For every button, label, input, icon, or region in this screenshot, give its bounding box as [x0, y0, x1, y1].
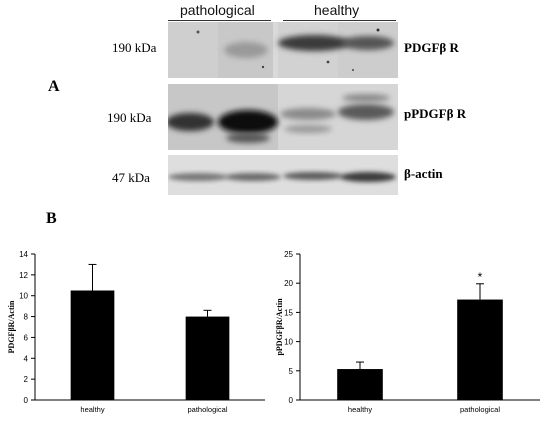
y-tick-label: 12 [19, 271, 28, 280]
western-blot-row-3 [168, 155, 398, 195]
y-tick-label: 14 [19, 250, 28, 259]
y-axis-label: PDGFβR/Actin [7, 300, 16, 353]
y-tick-label: 4 [24, 354, 29, 363]
band-row2-lane1 [168, 113, 214, 131]
band-row1-lane2 [224, 42, 268, 58]
protein-label-row-1: PDGFβ R [404, 40, 459, 55]
y-tick-label: 5 [289, 367, 294, 376]
western-blot-row-2 [168, 84, 398, 150]
band-row1-lane4 [342, 36, 394, 50]
group-underline-pathological [168, 20, 271, 21]
x-category-label: healthy [80, 405, 104, 414]
x-category-label: pathological [460, 405, 500, 414]
bar-chart-right: 0 5 10 15 20 25 pPDGFβR/Actin healthy pathologic… [275, 250, 540, 414]
band-row1-lane3 [278, 35, 350, 51]
bar-healthy [337, 369, 383, 400]
significance-asterisk: * [478, 270, 483, 284]
protein-label-row-3: β-actin [404, 166, 443, 181]
y-tick-label: 15 [284, 308, 293, 317]
bar-chart-left: 0 2 4 6 8 10 12 14 PDGFβR/Actin healthy pathologic… [7, 250, 265, 414]
y-tick-label: 10 [19, 292, 28, 301]
band-row3-lane1 [168, 173, 228, 181]
band-row3-lane2 [225, 173, 281, 181]
panel-b-label: B [46, 210, 57, 227]
group-label-pathological: pathological [180, 2, 255, 18]
x-category-label: pathological [187, 405, 227, 414]
kda-label-row-3: 47 kDa [112, 170, 150, 185]
y-tick-label: 25 [284, 250, 293, 259]
y-tick-label: 8 [24, 313, 29, 322]
y-tick-label: 20 [284, 279, 293, 288]
band-row3-lane4 [340, 172, 396, 182]
x-category-label: healthy [348, 405, 372, 414]
kda-label-row-2: 190 kDa [107, 110, 152, 125]
western-blot-row-1 [168, 22, 398, 78]
y-tick-label: 6 [24, 333, 29, 342]
y-tick-label: 2 [24, 375, 29, 384]
band-row3-lane3 [283, 172, 343, 180]
y-tick-label: 10 [284, 338, 293, 347]
y-axis-label: pPDGFβR/Actin [275, 298, 284, 356]
kda-label-row-1: 190 kDa [112, 40, 157, 55]
bar-pathological [185, 316, 230, 400]
group-underline-healthy [283, 20, 396, 21]
band-row2-lane4 [338, 104, 394, 120]
band-row2-lane3 [280, 108, 336, 120]
bar-pathological [457, 299, 503, 400]
protein-label-row-2: pPDGFβ R [404, 106, 467, 121]
y-tick-label: 0 [24, 396, 29, 405]
group-label-healthy: healthy [314, 2, 360, 18]
y-tick-label: 0 [289, 396, 294, 405]
bar-healthy [70, 290, 115, 400]
band-row2-lane2 [218, 110, 278, 134]
panel-a-label: A [48, 78, 60, 95]
